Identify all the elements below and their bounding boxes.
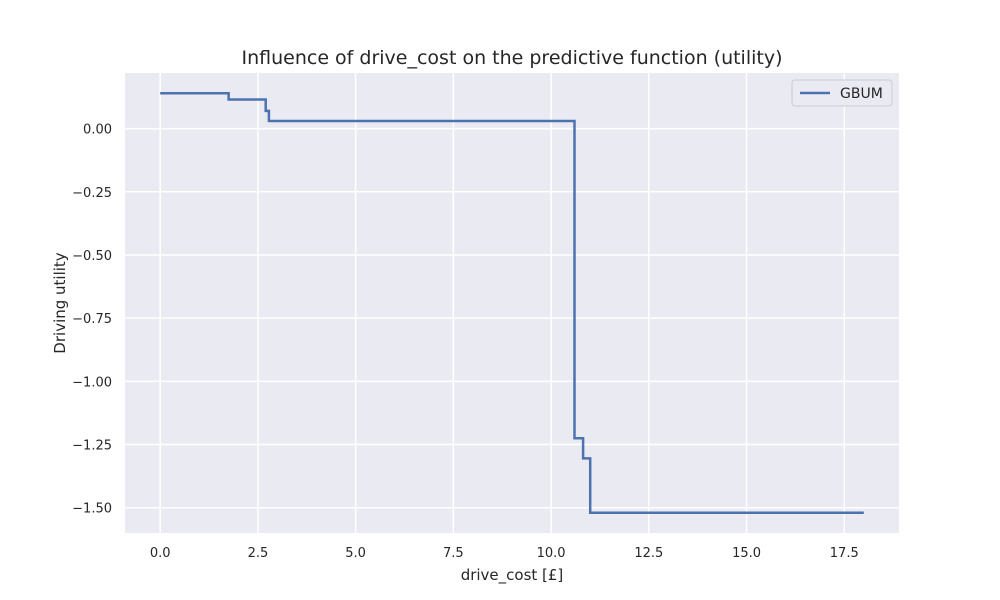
x-tick-label: 5.0: [345, 546, 366, 561]
x-tick-label: 12.5: [634, 546, 663, 561]
x-tick-label: 15.0: [732, 546, 761, 561]
y-tick-label: −1.00: [72, 375, 112, 390]
y-tick-label: 0.00: [83, 123, 112, 138]
x-tick-label: 2.5: [248, 546, 269, 561]
legend-label-gbum: GBUM: [840, 86, 883, 102]
series-layer: [160, 91, 864, 515]
y-tick-label: −1.25: [72, 439, 112, 454]
series-line-gbum: [160, 91, 864, 515]
chart-title: Influence of drive_cost on the predictiv…: [241, 47, 782, 69]
y-tick-label: −0.75: [72, 312, 112, 327]
y-axis-ticks: 0.00 −0.25 −0.50 −0.75 −1.00 −1.25 −1.50: [72, 123, 112, 517]
x-axis-label: drive_cost [£]: [461, 566, 564, 585]
x-tick-label: 0.0: [150, 546, 171, 561]
x-tick-label: 17.5: [830, 546, 859, 561]
x-axis-ticks: 0.0 2.5 5.0 7.5 10.0 12.5 15.0 17.5: [150, 546, 859, 561]
x-tick-label: 10.0: [537, 546, 566, 561]
y-tick-label: −1.50: [72, 502, 112, 517]
x-tick-label: 7.5: [443, 546, 464, 561]
y-tick-label: −0.25: [72, 186, 112, 201]
grid: [125, 73, 899, 533]
legend-box: [791, 79, 893, 107]
legend: GBUM: [791, 79, 893, 107]
plot-background: [125, 73, 899, 533]
y-tick-label: −0.50: [72, 249, 112, 264]
y-axis-label: Driving utility: [51, 252, 69, 353]
